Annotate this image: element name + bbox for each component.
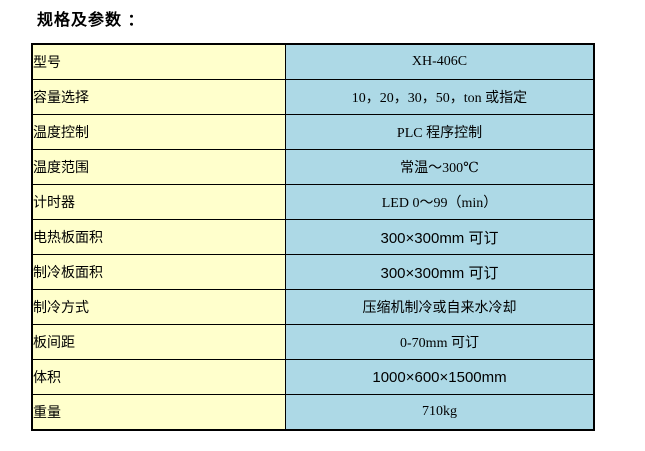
table-row: 制冷方式 压缩机制冷或自来水冷却 [31,289,595,325]
spec-value-cell: 300×300mm 可订 [285,219,595,255]
table-row: 重量 710kg [31,394,595,431]
table-row: 电热板面积 300×300mm 可订 [31,219,595,255]
spec-label-cell: 容量选择 [31,79,286,115]
spec-value-cell: 0-70mm 可订 [285,324,595,360]
table-row: 制冷板面积 300×300mm 可订 [31,254,595,290]
spec-value-cell: 常温～300℃ [285,149,595,185]
spec-value-cell: PLC 程序控制 [285,114,595,150]
page-title: 规格及参数 ： [37,12,145,29]
table-row: 型号 XH-406C [31,43,595,80]
table-row: 容量选择 10，20，30，50，ton 或指定 [31,79,595,115]
spec-label-cell: 计时器 [31,184,286,220]
spec-value-cell: 压缩机制冷或自来水冷却 [285,289,595,325]
table-row: 板间距 0-70mm 可订 [31,324,595,360]
spec-label-cell: 制冷板面积 [31,254,286,290]
spec-label-cell: 电热板面积 [31,219,286,255]
spec-value-cell: 300×300mm 可订 [285,254,595,290]
spec-value-cell: 1000×600×1500mm [285,359,595,395]
table-row: 计时器 LED 0～99（min） [31,184,595,220]
spec-value-cell: LED 0～99（min） [285,184,595,220]
table-row: 温度控制 PLC 程序控制 [31,114,595,150]
spec-table-body: 型号 XH-406C 容量选择 10，20，30，50，ton 或指定 温度控制… [31,43,595,431]
spec-value-cell: 10，20，30，50，ton 或指定 [285,79,595,115]
spec-label-cell: 温度控制 [31,114,286,150]
spec-label-cell: 板间距 [31,324,286,360]
table-row: 温度范围 常温～300℃ [31,149,595,185]
spec-value-cell: 710kg [285,394,595,431]
spec-label-cell: 型号 [31,43,286,80]
spec-label-cell: 温度范围 [31,149,286,185]
spec-table: 型号 XH-406C 容量选择 10，20，30，50，ton 或指定 温度控制… [31,43,595,431]
spec-label-cell: 体积 [31,359,286,395]
table-row: 体积 1000×600×1500mm [31,359,595,395]
spec-label-cell: 重量 [31,394,286,431]
spec-label-cell: 制冷方式 [31,289,286,325]
spec-value-cell: XH-406C [285,43,595,80]
